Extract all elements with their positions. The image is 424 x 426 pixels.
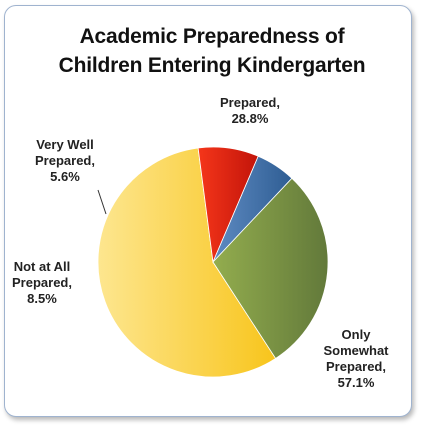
pie-slice-only-somewhat-prepared	[97, 147, 277, 378]
leader-line-very-well-prepared	[97, 189, 107, 215]
chart-title-line-1: Academic Preparedness of	[79, 25, 345, 48]
data-label-very-well-prepared: Very Well Prepared, 5.6%	[35, 137, 95, 184]
data-label-not-at-all-prepared: Not at All Prepared, 8.5%	[12, 259, 72, 306]
data-label-prepared: Prepared, 28.8%	[220, 95, 280, 126]
data-label-only-somewhat-prepared: Only Somewhat Prepared, 57.1%	[323, 327, 389, 390]
pie-slice-prepared	[212, 177, 329, 360]
chart-title-line-2: Children Entering Kindergarten	[58, 54, 366, 77]
